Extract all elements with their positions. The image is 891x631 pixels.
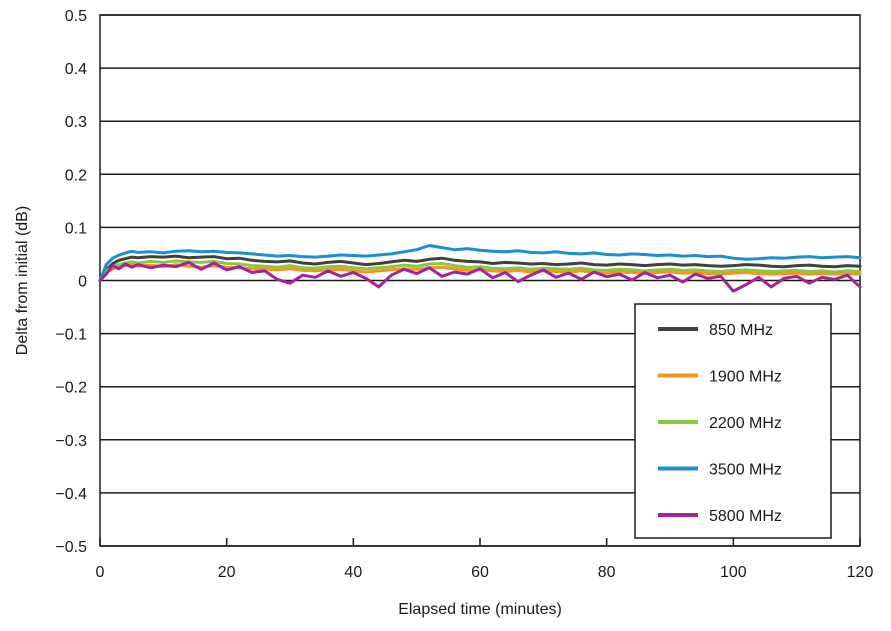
y-tick-label: −0.1 — [55, 327, 87, 344]
y-tick-label: 0.3 — [65, 114, 87, 131]
x-tick-label: 120 — [847, 564, 874, 581]
legend-label: 1900 MHz — [709, 369, 782, 386]
x-tick-label: 40 — [344, 564, 362, 581]
y-tick-label: 0.1 — [65, 220, 87, 237]
series-line-3500-mhz — [98, 244, 862, 282]
x-tick-label: 0 — [96, 564, 105, 581]
x-tick-label: 20 — [218, 564, 236, 581]
y-tick-label: 0 — [78, 274, 87, 291]
legend: 850 MHz 1900 MHz 2200 MHz 3500 MHz 5800 MHz — [634, 303, 832, 539]
x-axis-tick-labels: 0 20 40 60 80 100 120 — [96, 538, 874, 581]
legend-label: 5800 MHz — [709, 508, 782, 525]
y-tick-label: −0.3 — [55, 433, 87, 450]
x-tick-label: 80 — [598, 564, 616, 581]
y-tick-label: 0.4 — [65, 61, 87, 78]
x-axis-label: Elapsed time (minutes) — [398, 601, 562, 618]
series-line-5800-mhz — [98, 260, 862, 293]
legend-label: 850 MHz — [709, 322, 773, 339]
y-tick-label: 0.5 — [65, 8, 87, 25]
y-tick-label: −0.2 — [55, 380, 87, 397]
legend-label: 2200 MHz — [709, 415, 782, 432]
series-line-850-mhz — [98, 254, 862, 282]
legend-items: 850 MHz 1900 MHz 2200 MHz 3500 MHz 5800 MHz — [658, 322, 782, 525]
y-tick-label: 0.2 — [65, 167, 87, 184]
y-axis-tick-labels: 0.5 0.4 0.3 0.2 0.1 0 −0.1 −0.2 −0.3 −0.4 −0.5 — [55, 8, 87, 556]
series-line-2200-mhz — [98, 259, 862, 282]
y-tick-label: −0.5 — [55, 539, 87, 556]
series-layer — [98, 244, 862, 293]
x-tick-label: 100 — [720, 564, 747, 581]
legend-label: 3500 MHz — [709, 462, 782, 479]
y-tick-label: −0.4 — [55, 486, 87, 503]
x-tick-label: 60 — [471, 564, 489, 581]
y-axis-label: Delta from initial (dB) — [14, 206, 31, 355]
